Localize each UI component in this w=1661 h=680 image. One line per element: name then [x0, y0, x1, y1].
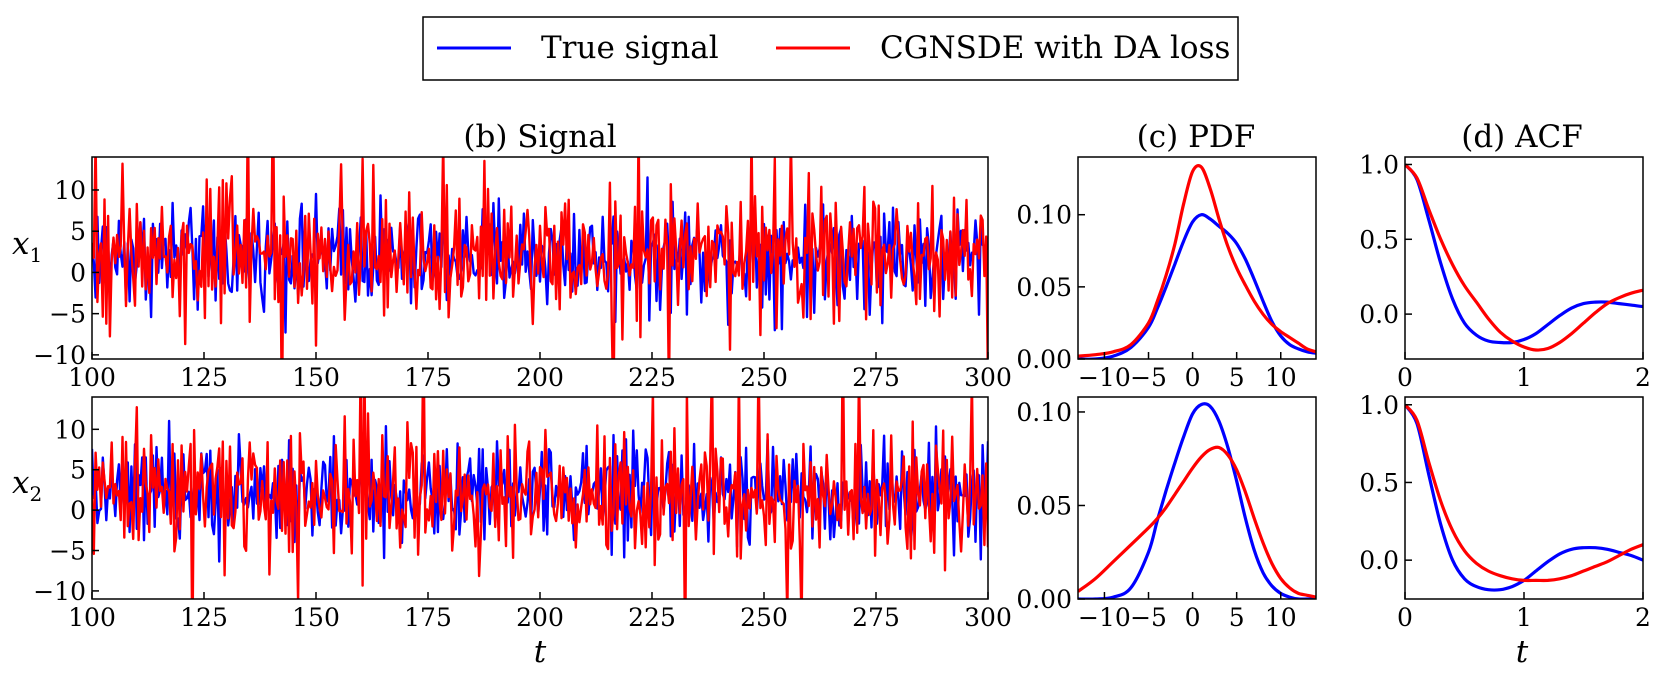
x-tick-label: 1	[1516, 603, 1532, 632]
series-group-signal-x2	[92, 397, 988, 599]
panels: 100 125 150 175 200 225 250 275 300−10−50510−10−…	[33, 150, 1651, 632]
series-line-true-signal	[1078, 213, 1316, 359]
legend: True signal CGNSDE with DA loss	[422, 16, 1239, 81]
axes-frame	[1077, 396, 1317, 600]
y-tick-label: 10	[54, 415, 86, 444]
panel-signal-x1: 100 125 150 175 200 225 250 275 300 −10 −5 0 5 10	[33, 156, 1012, 392]
row-label-x1-var: x	[12, 226, 30, 262]
y-tick-label: −10	[33, 577, 86, 606]
y-tick-label: 0.5	[1359, 468, 1399, 497]
row-label-x1-sub: 1	[29, 243, 42, 267]
series-group-acf-x1	[1405, 163, 1643, 352]
y-tick-label: 0	[70, 496, 86, 525]
title-pdf: (c) PDF	[1137, 119, 1256, 155]
series-line-cgnsde	[92, 397, 988, 599]
y-tick-label: 0.0	[1359, 546, 1399, 575]
x-tick-label: −10	[1078, 363, 1131, 392]
x-tick-label: 150	[292, 603, 340, 632]
x-tick-label: 175	[404, 603, 452, 632]
series-line-cgnsde	[92, 157, 988, 359]
y-tick-label: 1.0	[1359, 150, 1399, 179]
x-tick-label: 275	[852, 603, 900, 632]
x-tick-label: 1	[1516, 363, 1532, 392]
x-tick-label: 0	[1397, 603, 1413, 632]
y-tick-label: −5	[49, 300, 86, 329]
y-tick-label: 5	[70, 217, 86, 246]
x-tick-label: 175	[404, 363, 452, 392]
series-group-acf-x2	[1405, 403, 1643, 592]
panel-pdf-x2: −10 −5 0 5 10 0.00 0.05 0.10	[1016, 396, 1317, 632]
series-line-cgnsde	[1405, 403, 1643, 583]
title-acf: (d) ACF	[1461, 119, 1583, 155]
y-tick-label: 1.0	[1359, 391, 1399, 420]
x-tick-label: 2	[1635, 363, 1651, 392]
series-line-cgnsde	[1405, 163, 1643, 352]
xlabel-signal: t	[534, 634, 547, 670]
x-tick-label: 250	[740, 603, 788, 632]
panel-pdf-x1: −10 −5 0 5 10 0.00 0.05 0.10	[1016, 156, 1317, 392]
xlabel-acf: t	[1516, 634, 1529, 670]
y-tick-label: 0.00	[1016, 345, 1072, 374]
series-group-signal-x1	[92, 157, 988, 359]
series-line-cgnsde	[1078, 164, 1316, 358]
x-tick-label: 275	[852, 363, 900, 392]
legend-label-cgnsde: CGNSDE with DA loss	[880, 30, 1230, 66]
series-group-pdf-x2	[1078, 402, 1316, 599]
x-tick-label: −10	[1078, 603, 1131, 632]
axes-frame	[1077, 156, 1317, 360]
panel-acf-x2: 0 1 2 0.0 0.5 1.0	[1359, 391, 1651, 632]
panel-acf-x1: 0 1 2 0.0 0.5 1.0	[1359, 150, 1651, 392]
y-tick-label: 10	[54, 176, 86, 205]
x-tick-label: 125	[180, 363, 228, 392]
x-tick-label: 5	[1229, 603, 1245, 632]
row-label-x2-sub: 2	[29, 482, 42, 506]
x-tick-label: 200	[516, 363, 564, 392]
row-label-x1: x1	[12, 226, 42, 267]
x-tick-label: 250	[740, 363, 788, 392]
y-tick-label: 5	[70, 456, 86, 485]
y-tick-label: 0.05	[1016, 491, 1072, 520]
x-tick-label: −5	[1130, 603, 1167, 632]
y-tick-label: −10	[33, 341, 86, 370]
y-tick-label: 0	[70, 258, 86, 287]
y-tick-label: 0.10	[1016, 201, 1072, 230]
x-tick-label: 150	[292, 363, 340, 392]
y-tick-label: 0.00	[1016, 585, 1072, 614]
legend-label-true-signal: True signal	[541, 30, 719, 66]
panel-signal-x2: 100 125 150 175 200 225 250 275 300 −10 −5 0 5 10	[33, 396, 1012, 632]
x-tick-label: −5	[1130, 363, 1167, 392]
x-tick-label: 200	[516, 603, 564, 632]
y-tick-label: −5	[49, 537, 86, 566]
series-line-true-signal	[1078, 402, 1316, 599]
x-tick-label: 100	[68, 363, 116, 392]
series-group-pdf-x1	[1078, 164, 1316, 359]
title-signal: (b) Signal	[463, 119, 616, 155]
x-tick-label: 300	[964, 603, 1012, 632]
x-tick-label: 0	[1397, 363, 1413, 392]
x-tick-label: 225	[628, 363, 676, 392]
y-tick-label: 0.10	[1016, 398, 1072, 427]
row-label-x2-var: x	[12, 465, 30, 501]
x-tick-label: 225	[628, 603, 676, 632]
series-line-true-signal	[1405, 163, 1643, 345]
x-tick-label: 0	[1185, 363, 1201, 392]
row-label-x2: x2	[12, 465, 42, 506]
y-tick-label: 0.5	[1359, 225, 1399, 254]
x-tick-label: 10	[1265, 603, 1297, 632]
x-tick-label: 5	[1229, 363, 1245, 392]
x-tick-label: 0	[1185, 603, 1201, 632]
x-tick-label: 100	[68, 603, 116, 632]
series-line-cgnsde	[1078, 445, 1316, 599]
x-tick-label: 10	[1265, 363, 1297, 392]
y-tick-label: 0.0	[1359, 300, 1399, 329]
x-tick-label: 125	[180, 603, 228, 632]
y-tick-label: 0.05	[1016, 273, 1072, 302]
x-tick-label: 300	[964, 363, 1012, 392]
x-tick-label: 2	[1635, 603, 1651, 632]
